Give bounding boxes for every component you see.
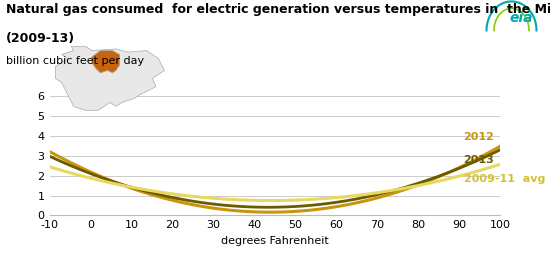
Text: eia: eia — [510, 11, 534, 25]
Text: 2013: 2013 — [464, 155, 494, 165]
Text: Natural gas consumed  for electric generation versus temperatures in  the Midwes: Natural gas consumed for electric genera… — [6, 3, 550, 16]
X-axis label: degrees Fahrenheit: degrees Fahrenheit — [221, 236, 329, 246]
Polygon shape — [92, 51, 120, 73]
Text: 2012: 2012 — [464, 132, 494, 142]
Text: (2009-13): (2009-13) — [6, 32, 75, 45]
Text: billion cubic feet per day: billion cubic feet per day — [6, 56, 144, 66]
Polygon shape — [56, 47, 164, 110]
Text: 2009-11  avg: 2009-11 avg — [464, 173, 545, 184]
